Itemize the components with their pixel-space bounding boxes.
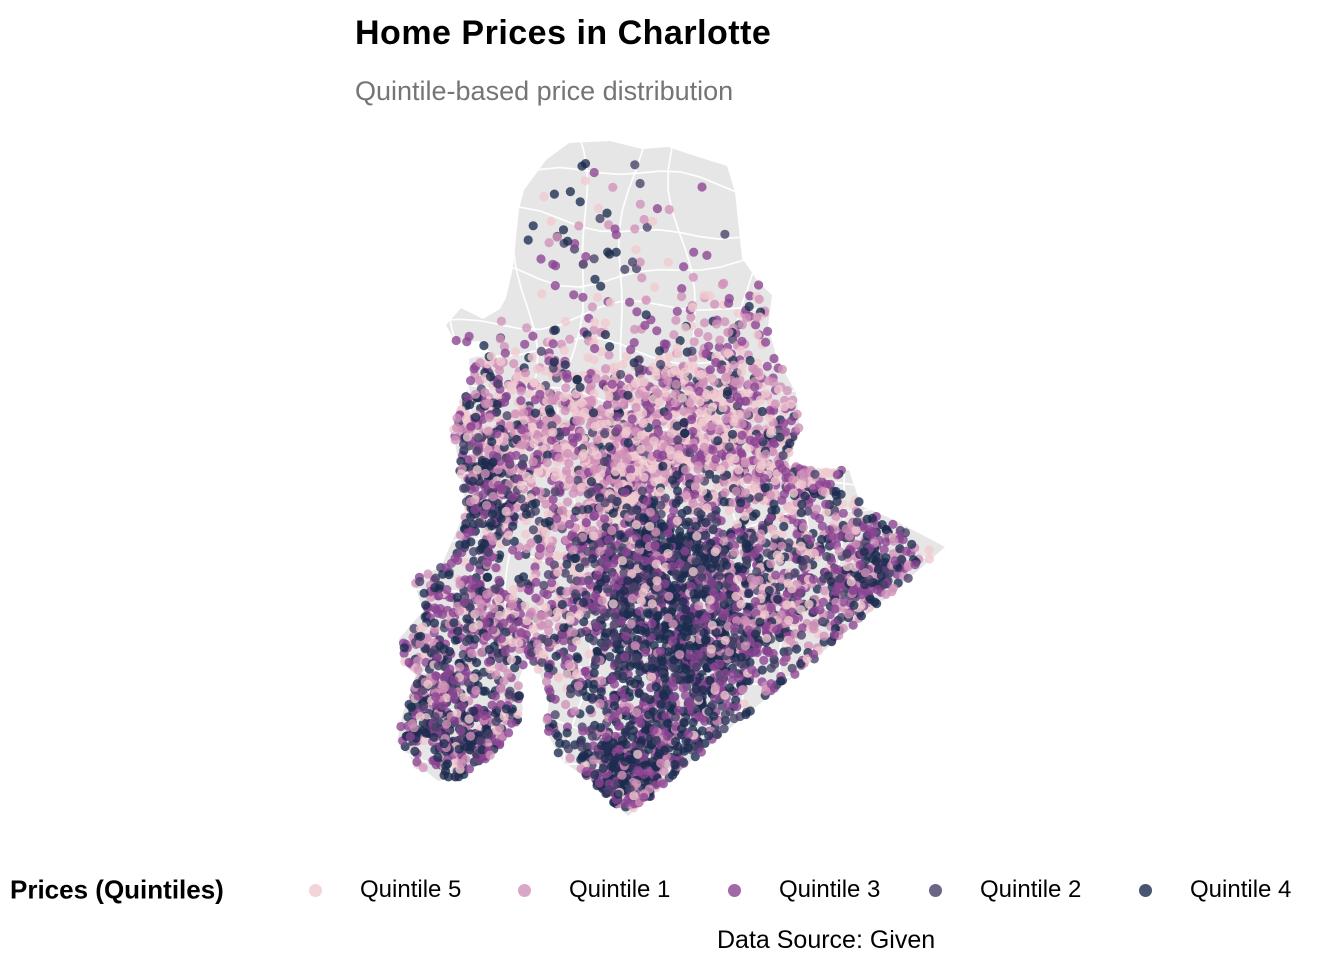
plot-caption: Data Source: Given (717, 926, 936, 954)
plot-subtitle: Quintile-based price distribution (355, 76, 734, 106)
legend: Prices (Quintiles) Quintile 5 Quintile 1 Q… (0, 868, 1344, 912)
legend-key-dot-icon (1139, 883, 1152, 897)
legend-key-dot-icon (929, 883, 942, 897)
legend-item-label: Quintile 1 (569, 876, 671, 903)
legend-item-label: Quintile 2 (980, 876, 1082, 903)
legend-item-quintile-4: Quintile 4 (1139, 876, 1291, 904)
home-price-points (396, 159, 935, 813)
legend-item-quintile-2: Quintile 2 (929, 876, 1081, 904)
plot-title: Home Prices in Charlotte (355, 14, 772, 52)
legend-title: Prices (Quintiles) (10, 874, 224, 905)
legend-item-quintile-1: Quintile 1 (518, 876, 670, 904)
legend-item-quintile-3: Quintile 3 (728, 876, 880, 904)
legend-item-label: Quintile 5 (360, 876, 462, 903)
legend-item-label: Quintile 4 (1190, 876, 1292, 903)
legend-item-quintile-5: Quintile 5 (309, 876, 461, 904)
legend-key-dot-icon (728, 883, 741, 897)
legend-item-label: Quintile 3 (779, 876, 881, 903)
legend-key-dot-icon (309, 883, 322, 897)
legend-key-dot-icon (518, 883, 531, 897)
